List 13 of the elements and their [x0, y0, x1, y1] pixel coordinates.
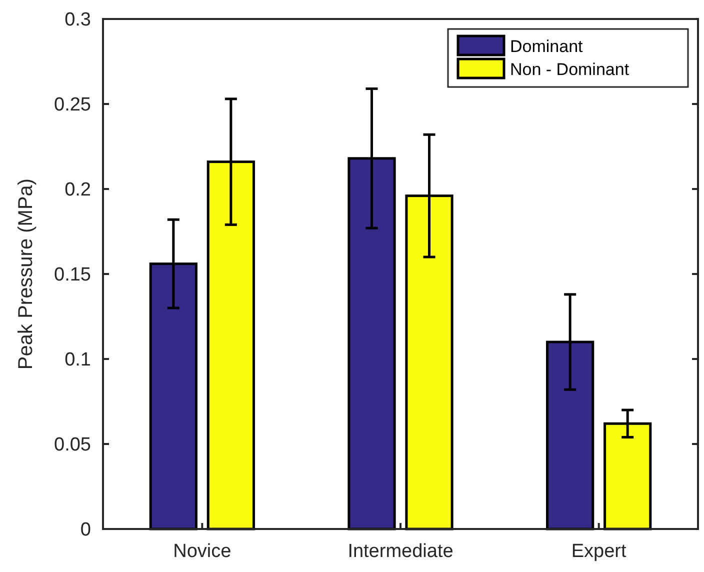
y-tick-label: 0.3 — [64, 10, 91, 31]
y-tick-label: 0.15 — [54, 264, 91, 286]
y-tick-label: 0 — [80, 520, 91, 541]
x-tick-label: Intermediate — [348, 541, 454, 562]
legend-label: Non - Dominant — [510, 60, 630, 79]
y-tick-label: 0.05 — [54, 434, 91, 456]
x-tick-label: Expert — [571, 541, 628, 562]
y-axis-title: Peak Pressure (MPa) — [15, 178, 37, 370]
y-tick-label: 0.2 — [64, 180, 91, 201]
legend-label: Dominant — [510, 36, 584, 56]
y-tick-label: 0.1 — [64, 350, 91, 371]
x-tick-label: Novice — [173, 541, 232, 562]
y-tick-label: 0.25 — [54, 94, 91, 116]
